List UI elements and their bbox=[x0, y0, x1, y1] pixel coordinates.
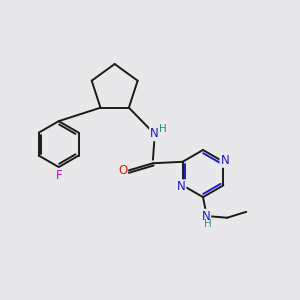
Text: F: F bbox=[56, 169, 62, 182]
Text: H: H bbox=[203, 220, 211, 230]
Text: N: N bbox=[177, 180, 185, 193]
Text: N: N bbox=[202, 210, 210, 223]
Text: N: N bbox=[220, 154, 229, 167]
Text: H: H bbox=[159, 124, 167, 134]
Text: O: O bbox=[118, 164, 127, 177]
Text: N: N bbox=[150, 127, 159, 140]
